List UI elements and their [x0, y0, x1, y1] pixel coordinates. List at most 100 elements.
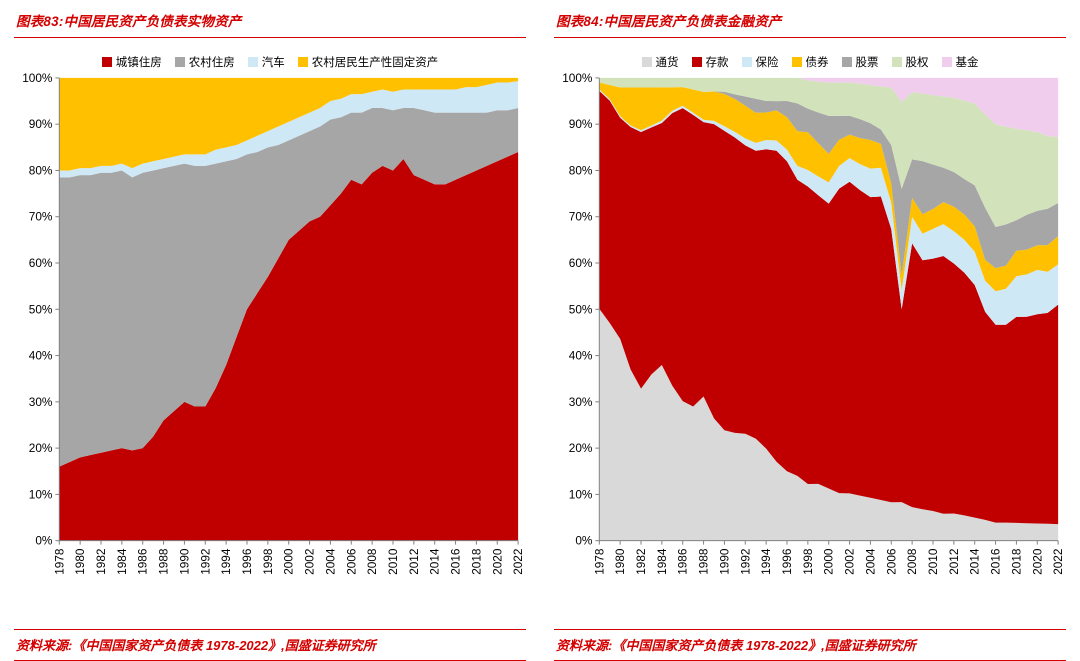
- legend-item-urban-housing: 城镇住房: [101, 54, 162, 70]
- series-area-rural-housing: [59, 107, 519, 467]
- chart-title-83: 图表83:中国居民资产负债表实物资产: [16, 14, 242, 29]
- x-axis-tick-label: 1978: [52, 548, 66, 575]
- legend-label-stocks: 股票: [855, 57, 879, 69]
- y-axis-tick-label: 60%: [29, 256, 53, 270]
- x-axis-tick-label: 1980: [73, 548, 87, 575]
- legend-item-insurance: 保险: [741, 54, 779, 70]
- y-axis-tick-label: 10%: [29, 487, 53, 501]
- y-axis-tick-label: 40%: [569, 349, 593, 363]
- x-axis-tick-label: 2008: [365, 548, 379, 575]
- x-axis-tick-label: 2014: [968, 548, 982, 575]
- x-axis-tick-label: 2018: [1009, 548, 1023, 575]
- x-axis-tick-label: 2004: [323, 548, 337, 575]
- y-axis-tick-label: 70%: [569, 210, 593, 224]
- legend-label-insurance: 保险: [755, 57, 779, 69]
- y-axis-tick-label: 20%: [29, 441, 53, 455]
- legend-swatch-bonds: [791, 57, 802, 67]
- legend-item-deposits: 存款: [691, 54, 729, 70]
- y-axis-tick-label: 0%: [35, 534, 53, 548]
- panel-financial-assets: 图表84:中国居民资产负债表金融资产 通货 存款 保险 债券 股票 股权 基金 0% 10% 2…: [540, 0, 1080, 661]
- x-axis-tick-label: 1994: [759, 548, 773, 575]
- x-axis-tick-label: 1986: [676, 548, 690, 575]
- x-axis-tick-label: 1996: [780, 548, 794, 575]
- source-block: 资料来源:《中国国家资产负债表 1978-2022》,国盛证券研究所: [554, 629, 1066, 661]
- legend-swatch-rural-productive-fixed-assets: [297, 57, 308, 67]
- legend-swatch-equity: [891, 57, 902, 67]
- stacked-area-chart-financial-assets: 0% 10% 20% 30% 40% 50% 60% 70% 80% 90% 100% 1978 198…: [562, 72, 1065, 575]
- legend-item-stocks: 股票: [841, 54, 879, 70]
- y-axis-tick-label: 100%: [562, 72, 593, 85]
- y-axis-tick-label: 80%: [569, 163, 593, 177]
- title-divider: [14, 37, 526, 38]
- x-axis-tick-label: 1984: [655, 548, 669, 575]
- series-area-currency: [599, 308, 1059, 541]
- legend-financial-assets: 通货 存款 保险 债券 股票 股权 基金: [554, 54, 1066, 70]
- x-axis-tick-label: 1986: [136, 548, 150, 575]
- legend-swatch-stocks: [841, 57, 852, 67]
- series-area-insurance: [599, 89, 1059, 325]
- legend-label-equity: 股权: [905, 57, 929, 69]
- x-axis-tick-label: 1992: [738, 549, 752, 575]
- y-axis-tick-label: 0%: [575, 534, 593, 548]
- x-axis-tick-label: 2004: [863, 548, 877, 575]
- legend-label-deposits: 存款: [705, 57, 729, 69]
- x-axis-tick-label: 2020: [490, 548, 504, 575]
- x-axis-tick-label: 2016: [989, 548, 1003, 575]
- x-axis-tick-label: 2002: [303, 549, 317, 575]
- x-axis-tick-label: 1990: [177, 548, 191, 575]
- x-axis-tick-label: 1998: [801, 548, 815, 575]
- y-axis-tick-label: 50%: [569, 302, 593, 316]
- x-axis-tick-label: 2006: [884, 548, 898, 575]
- y-axis-tick-label: 50%: [29, 302, 53, 316]
- y-axis-tick-label: 60%: [569, 256, 593, 270]
- x-axis-tick-label: 2008: [905, 548, 919, 575]
- legend-item-bonds: 债券: [791, 54, 829, 70]
- legend-label-rural-housing: 农村住房: [188, 57, 235, 69]
- legend-swatch-rural-housing: [174, 57, 185, 67]
- y-axis-tick-label: 100%: [22, 72, 53, 85]
- x-axis-tick-label: 1992: [198, 549, 212, 575]
- legend-swatch-funds: [941, 57, 952, 67]
- legend-label-funds: 基金: [955, 57, 979, 69]
- source-note: 资料来源:《中国国家资产负债表 1978-2022》,国盛证券研究所: [556, 638, 916, 653]
- x-axis-tick-label: 2022: [1051, 549, 1065, 575]
- legend-swatch-urban-housing: [101, 57, 112, 67]
- x-axis-tick-label: 1988: [697, 548, 711, 575]
- series-area-bonds: [599, 82, 1059, 292]
- legend-item-rural-housing: 农村住房: [174, 54, 235, 70]
- x-axis-tick-label: 2010: [926, 548, 940, 575]
- legend-label-cars: 汽车: [261, 57, 285, 69]
- legend-item-rural-productive-fixed-assets: 农村居民生产性固定资产: [297, 54, 439, 70]
- x-axis-tick-label: 1990: [717, 548, 731, 575]
- legend-swatch-deposits: [691, 57, 702, 67]
- panel-physical-assets: 图表83:中国居民资产负债表实物资产 城镇住房 农村住房 汽车 农村居民生产性固定资产…: [14, 14, 526, 661]
- x-axis-tick-label: 2000: [282, 548, 296, 575]
- series-area-funds: [599, 77, 1059, 137]
- source-note: 资料来源:《中国国家资产负债表 1978-2022》,国盛证券研究所: [16, 638, 376, 653]
- legend-item-funds: 基金: [941, 54, 979, 70]
- y-axis-tick-label: 70%: [29, 210, 53, 224]
- legend-label-rural-productive-fixed-assets: 农村居民生产性固定资产: [311, 57, 439, 69]
- y-axis-tick-label: 30%: [29, 395, 53, 409]
- y-axis-tick-label: 80%: [29, 163, 53, 177]
- y-axis-tick-label: 40%: [29, 349, 53, 363]
- stacked-area-chart-physical-assets: 0% 10% 20% 30% 40% 50% 60% 70% 80% 90% 100% 1978 198…: [22, 72, 525, 575]
- legend-item-equity: 股权: [891, 54, 929, 70]
- x-axis-tick-label: 2002: [843, 549, 857, 575]
- x-axis-tick-label: 2022: [511, 549, 525, 575]
- x-axis-tick-label: 2006: [344, 548, 358, 575]
- x-axis-tick-label: 1994: [219, 548, 233, 575]
- x-axis-tick-label: 1996: [240, 548, 254, 575]
- x-axis-tick-label: 1982: [94, 549, 108, 575]
- legend-label-bonds: 债券: [805, 57, 829, 69]
- source-block: 资料来源:《中国国家资产负债表 1978-2022》,国盛证券研究所: [14, 629, 526, 661]
- legend-swatch-insurance: [741, 57, 752, 67]
- x-axis-tick-label: 2016: [449, 548, 463, 575]
- x-axis-tick-label: 2000: [822, 548, 836, 575]
- y-axis-tick-label: 10%: [569, 487, 593, 501]
- legend-label-urban-housing: 城镇住房: [115, 57, 162, 69]
- legend-label-currency: 通货: [655, 57, 679, 69]
- x-axis-tick-label: 2012: [407, 549, 421, 575]
- x-axis-tick-label: 1980: [613, 548, 627, 575]
